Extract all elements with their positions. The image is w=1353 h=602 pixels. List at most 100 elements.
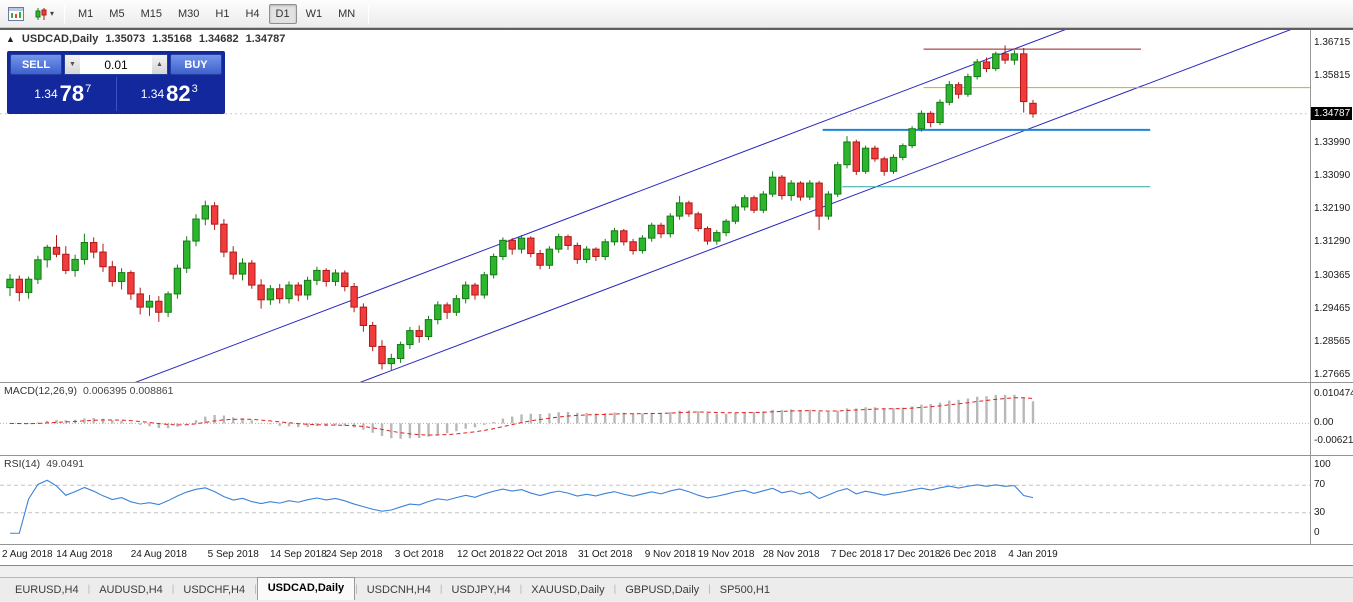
timeframe-button-m1[interactable]: M1 [78, 7, 94, 20]
candle [1001, 53, 1009, 61]
chart-symbol: USDCAD,Daily [21, 33, 99, 45]
chart-tab-usdjpy-h4[interactable]: USDJPY,H4 [451, 583, 511, 596]
ohlc-high: 1.35168 [152, 33, 192, 45]
panel-separator[interactable] [0, 455, 1353, 456]
rsi-axis[interactable]: 100 70 30 0 [1310, 456, 1352, 544]
candle [722, 220, 730, 234]
dropdown-caret-icon: ▾ [50, 9, 55, 18]
candle [15, 278, 24, 293]
candle [685, 202, 693, 215]
candle [796, 182, 805, 198]
buy-button[interactable]: BUY [170, 54, 222, 75]
buy-price[interactable]: 1.34 82 3 [117, 77, 223, 111]
rsi-panel[interactable]: RSI(14) 49.0491 [0, 456, 1310, 544]
timeframe-button-m5[interactable]: M5 [109, 7, 125, 20]
price-axis-label: 1.30365 [1314, 270, 1351, 282]
macd-panel[interactable]: MACD(12,26,9) 0.006395 0.008861 [0, 383, 1310, 455]
candle [285, 284, 293, 300]
candle [573, 244, 581, 260]
rsi-axis-label: 100 [1314, 458, 1331, 470]
candle [917, 112, 926, 130]
lot-increase-button[interactable]: ▲ [152, 55, 167, 74]
candle [536, 253, 544, 266]
candle [545, 248, 554, 266]
candle [322, 269, 330, 282]
chart-tab-usdchf-h4[interactable]: USDCHF,H4 [183, 583, 246, 596]
time-axis-label: 19 Nov 2018 [697, 549, 755, 560]
rsi-line [10, 479, 1034, 534]
candle [452, 298, 461, 313]
price-axis[interactable]: 1.34787 1.36715 1.35815 1.33990 1.33090 1.32… [1310, 30, 1352, 382]
candle [238, 262, 247, 275]
price-axis-label: 1.33090 [1314, 170, 1351, 182]
candle [759, 193, 767, 211]
time-axis-label: 17 Dec 2018 [883, 549, 941, 560]
candle [71, 258, 79, 271]
candle [843, 141, 851, 166]
candle [378, 345, 386, 365]
macd-histogram [18, 394, 1035, 439]
panel-separator[interactable] [0, 382, 1353, 383]
timeframe-button-d1[interactable]: D1 [268, 3, 297, 24]
trendline[interactable] [0, 30, 1310, 382]
price-axis-label: 1.35815 [1314, 70, 1351, 82]
time-axis-label: 9 Nov 2018 [644, 549, 696, 560]
candle [313, 269, 321, 281]
chart-window-icon[interactable] [4, 3, 28, 25]
chart-tab-sp500-h1[interactable]: SP500,H1 [719, 583, 770, 596]
chart-tab-eurusd-h4[interactable]: EURUSD,H4 [15, 583, 79, 596]
time-axis-label: 14 Aug 2018 [56, 549, 113, 560]
timeframe-button-w1[interactable]: W1 [305, 7, 323, 20]
timeframe-button-h4[interactable]: H4 [245, 7, 260, 20]
time-axis-label: 31 Oct 2018 [577, 549, 633, 560]
ohlc-open: 1.35073 [105, 33, 146, 45]
time-axis[interactable]: 2 Aug 2018 14 Aug 2018 24 Aug 2018 5 Sep 20… [0, 544, 1353, 565]
lot-size-input[interactable] [80, 55, 152, 74]
candles-layer [6, 45, 1037, 371]
rsi-axis-label: 70 [1314, 479, 1326, 491]
candle [62, 253, 70, 271]
tab-separator: | [708, 584, 711, 595]
collapse-triangle-icon[interactable]: ▲ [6, 34, 15, 44]
candle [359, 306, 368, 326]
chart-tab-usdcnh-h4[interactable]: USDCNH,H4 [366, 583, 431, 596]
timeframe-button-mn[interactable]: MN [338, 7, 356, 20]
chart-tab-xauusd-daily[interactable]: XAUUSD,Daily [531, 583, 605, 596]
timeframe-button-m30[interactable]: M30 [177, 7, 200, 20]
tab-separator: | [87, 584, 91, 595]
main-chart-plot[interactable]: ▲ USDCAD,Daily 1.35073 1.35168 1.34682 1… [0, 30, 1310, 382]
timeframe-button-m15[interactable]: M15 [140, 7, 162, 20]
candle [787, 182, 795, 197]
lot-decrease-button[interactable]: ▼ [65, 55, 80, 74]
candle [462, 284, 470, 300]
price-axis-label: 1.31290 [1314, 236, 1351, 248]
candle [945, 84, 953, 103]
price-axis-label: 1.33990 [1314, 137, 1351, 149]
macd-values: 0.006395 0.008861 [82, 385, 174, 397]
macd-canvas [0, 394, 1310, 439]
candle [908, 128, 916, 147]
timeframe-button-h1[interactable]: H1 [215, 7, 230, 20]
time-axis-label: 5 Sep 2018 [207, 549, 259, 560]
price-axis-label: 1.29465 [1314, 303, 1351, 315]
chart-type-icon[interactable]: ▾ [30, 3, 58, 25]
candle [369, 324, 377, 347]
candle [936, 101, 944, 123]
sell-button[interactable]: SELL [10, 54, 62, 75]
rsi-axis-label: 0 [1314, 527, 1320, 539]
trendline[interactable] [0, 30, 1310, 382]
tab-separator: | [254, 584, 257, 595]
window-gap [0, 566, 1353, 577]
toolbar-separator [64, 3, 66, 24]
chart-tab-usdcad-daily[interactable]: USDCAD,Daily [256, 577, 356, 600]
candle [713, 232, 721, 242]
candle [666, 215, 674, 235]
candle [155, 300, 163, 313]
candle [741, 197, 749, 208]
candle [750, 197, 758, 211]
sell-price-main: 78 [59, 81, 85, 106]
sell-price[interactable]: 1.34 78 7 [10, 77, 117, 111]
chart-tab-gbpusd-daily[interactable]: GBPUSD,Daily [625, 583, 700, 596]
chart-tab-audusd-h4[interactable]: AUDUSD,H4 [99, 583, 163, 596]
macd-axis[interactable]: 0.010474 0.00 -0.006218 [1310, 383, 1353, 455]
